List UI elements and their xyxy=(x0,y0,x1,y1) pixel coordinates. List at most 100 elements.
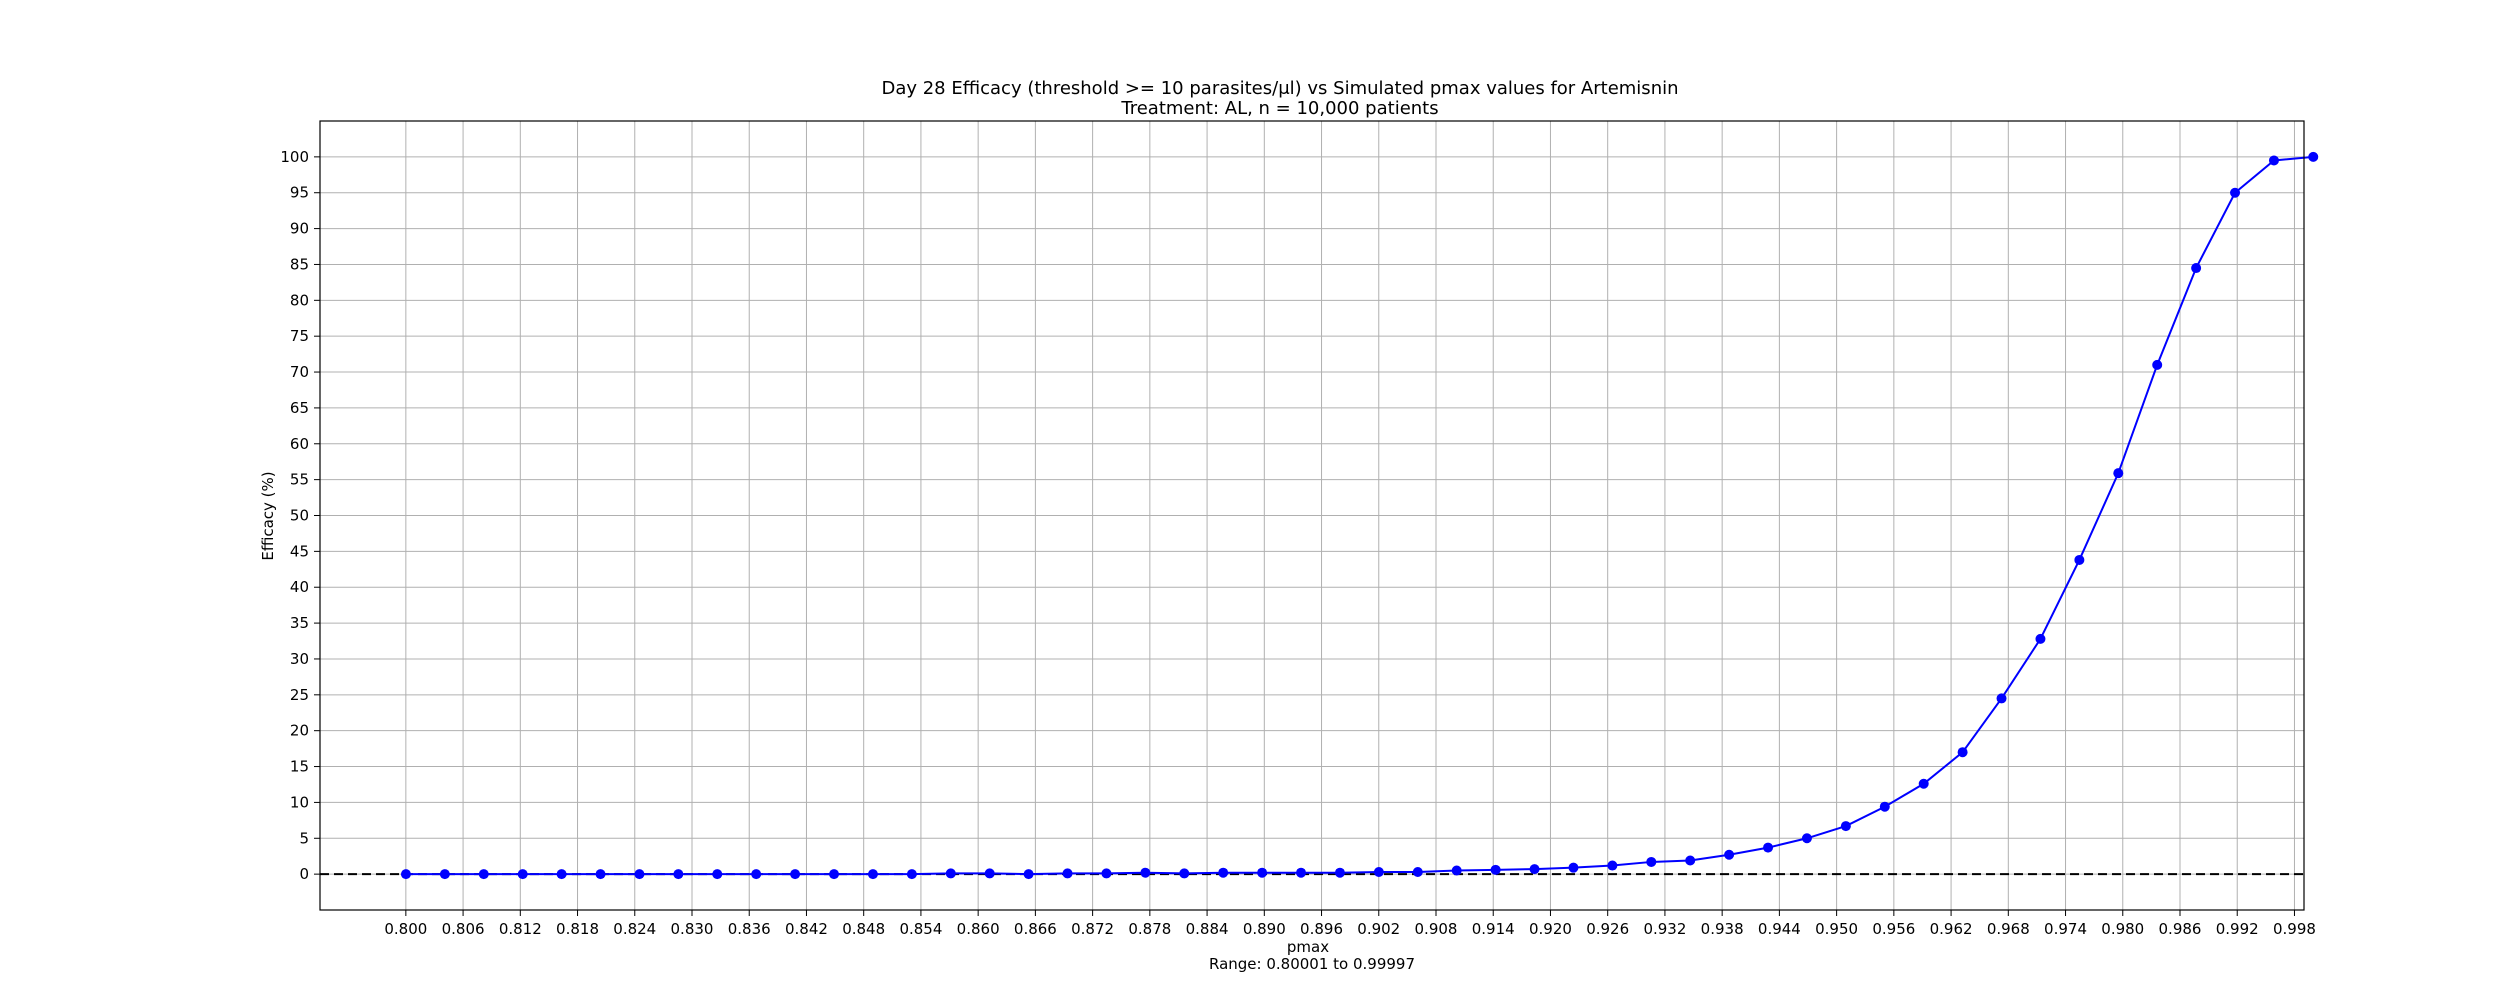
y-tick-label: 90 xyxy=(290,220,309,238)
y-tick-label: 15 xyxy=(290,758,309,776)
data-point xyxy=(1879,801,1890,812)
data-series-group xyxy=(400,151,2319,880)
x-axis-label: pmax xyxy=(1287,938,1329,956)
x-tick-label: 0.950 xyxy=(1815,920,1858,938)
data-point xyxy=(1996,693,2007,704)
x-tick-label: 0.878 xyxy=(1128,920,1171,938)
x-tick-label: 0.920 xyxy=(1529,920,1572,938)
data-point xyxy=(829,869,840,880)
data-point xyxy=(517,869,528,880)
x-tick-label: 0.800 xyxy=(384,920,427,938)
data-point xyxy=(1062,868,1073,879)
x-tick-label: 0.812 xyxy=(499,920,542,938)
x-tick-label: 0.818 xyxy=(556,920,599,938)
data-point xyxy=(1724,849,1735,860)
data-point xyxy=(1801,833,1812,844)
data-point xyxy=(1607,860,1618,871)
x-tick-label: 0.842 xyxy=(785,920,828,938)
y-tick-label: 65 xyxy=(290,399,309,417)
data-point xyxy=(1490,864,1501,875)
y-tick-label: 45 xyxy=(290,542,309,560)
x-tick-label: 0.998 xyxy=(2273,920,2316,938)
x-tick-label: 0.980 xyxy=(2101,920,2144,938)
x-tick-label: 0.866 xyxy=(1014,920,1057,938)
y-tick-label: 0 xyxy=(299,865,309,883)
x-tick-label: 0.932 xyxy=(1643,920,1686,938)
x-tick-label: 0.938 xyxy=(1701,920,1744,938)
data-point xyxy=(1529,864,1540,875)
data-point xyxy=(1840,821,1851,832)
x-tick-label: 0.944 xyxy=(1758,920,1801,938)
x-tick-label: 0.914 xyxy=(1472,920,1515,938)
data-point xyxy=(2035,633,2046,644)
data-point xyxy=(867,869,878,880)
x-tick-label: 0.872 xyxy=(1071,920,1114,938)
data-point xyxy=(2230,187,2241,198)
y-tick-label: 85 xyxy=(290,255,309,273)
data-point xyxy=(1140,867,1151,878)
x-tick-label: 0.956 xyxy=(1872,920,1915,938)
x-tick-label: 0.890 xyxy=(1243,920,1286,938)
y-tick-label: 40 xyxy=(290,578,309,596)
x-tick-label: 0.962 xyxy=(1930,920,1973,938)
y-tick-label: 5 xyxy=(299,829,309,847)
y-tick-label: 10 xyxy=(290,793,309,811)
data-point xyxy=(1918,778,1929,789)
data-point xyxy=(595,869,606,880)
y-tick-label: 20 xyxy=(290,722,309,740)
data-point xyxy=(1412,866,1423,877)
data-point xyxy=(1451,865,1462,876)
data-point xyxy=(1373,866,1384,877)
x-tick-label: 0.968 xyxy=(1987,920,2030,938)
data-point xyxy=(751,869,762,880)
y-tick-label: 35 xyxy=(290,614,309,632)
data-point xyxy=(2191,263,2202,274)
x-tick-label: 0.836 xyxy=(728,920,771,938)
y-tick-label: 80 xyxy=(290,291,309,309)
x-axis-ticks: 0.800 0.806 0.812 0.818 0.824 0.830 0.836 0.842… xyxy=(384,910,2316,938)
data-point xyxy=(1957,747,1968,758)
data-point xyxy=(1218,867,1229,878)
y-tick-label: 60 xyxy=(290,435,309,453)
x-tick-label: 0.848 xyxy=(842,920,885,938)
data-point xyxy=(906,869,917,880)
data-point xyxy=(673,869,684,880)
x-tick-label: 0.992 xyxy=(2216,920,2259,938)
x-tick-label: 0.830 xyxy=(671,920,714,938)
x-tick-label: 0.806 xyxy=(442,920,485,938)
data-point xyxy=(1763,842,1774,853)
x-tick-label: 0.986 xyxy=(2159,920,2202,938)
x-tick-label: 0.926 xyxy=(1586,920,1629,938)
y-tick-label: 100 xyxy=(280,148,309,166)
x-tick-label: 0.824 xyxy=(613,920,656,938)
data-point xyxy=(1257,867,1268,878)
data-point xyxy=(1685,855,1696,866)
data-point xyxy=(790,869,801,880)
chart-subtitle: Treatment: AL, n = 10,000 patients xyxy=(1120,98,1438,119)
chart-title: Day 28 Efficacy (threshold >= 10 parasit… xyxy=(881,78,1678,99)
y-tick-label: 70 xyxy=(290,363,309,381)
data-point xyxy=(2152,359,2163,370)
data-point xyxy=(1296,867,1307,878)
data-point xyxy=(1646,856,1657,867)
y-axis-ticks: 0 5 10 15 20 25 30 35 40 45 50 55 60 65 70 75 80 85 90 95 10… xyxy=(280,148,320,883)
data-point xyxy=(984,868,995,879)
y-tick-label: 50 xyxy=(290,507,309,525)
data-point xyxy=(2113,468,2124,479)
data-point xyxy=(712,869,723,880)
data-point xyxy=(1568,862,1579,873)
y-tick-label: 25 xyxy=(290,686,309,704)
y-tick-label: 55 xyxy=(290,471,309,489)
data-point xyxy=(634,869,645,880)
data-point xyxy=(2074,554,2085,565)
x-tick-label: 0.908 xyxy=(1415,920,1458,938)
x-tick-label: 0.884 xyxy=(1186,920,1229,938)
data-point xyxy=(2268,155,2279,166)
data-point xyxy=(1179,868,1190,879)
data-point xyxy=(1023,869,1034,880)
data-point xyxy=(556,869,567,880)
x-tick-label: 0.896 xyxy=(1300,920,1343,938)
y-tick-label: 30 xyxy=(290,650,309,668)
